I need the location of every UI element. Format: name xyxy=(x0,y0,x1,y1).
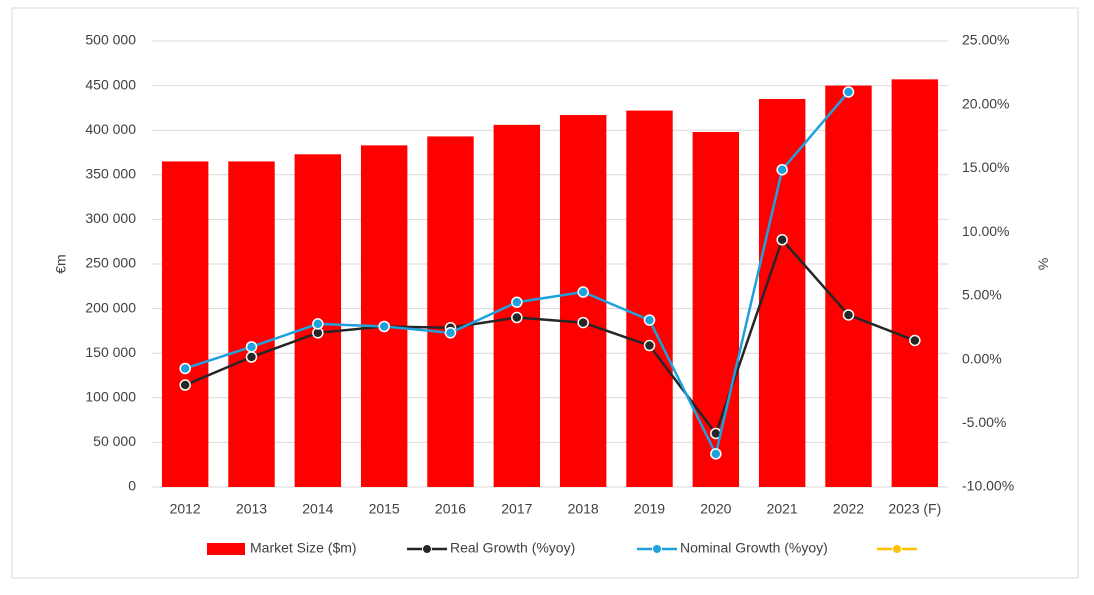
line-marker xyxy=(710,448,722,460)
y-tick-label: 0 xyxy=(128,478,136,494)
x-tick-label: 2021 xyxy=(767,501,798,517)
y-tick-label: 300 000 xyxy=(85,210,136,226)
line-marker xyxy=(245,341,258,353)
y-tick-label: 200 000 xyxy=(85,299,136,315)
x-tick-label: 2018 xyxy=(568,501,599,517)
y-tick-label: 250 000 xyxy=(85,255,136,271)
line-marker xyxy=(643,314,656,326)
line-marker xyxy=(842,309,855,321)
y2-tick-label: 0.00% xyxy=(962,350,1002,366)
line-marker xyxy=(245,351,258,363)
x-tick-label: 2014 xyxy=(302,501,333,517)
bar xyxy=(891,79,939,487)
line-marker xyxy=(179,362,191,375)
y-axis-label: €m xyxy=(53,254,69,273)
y2-tick-label: 5.00% xyxy=(962,287,1002,303)
bar xyxy=(427,136,474,487)
legend-marker xyxy=(422,544,432,554)
y2-tick-label: -10.00% xyxy=(962,478,1014,494)
x-tick-label: 2017 xyxy=(501,501,532,517)
line-marker xyxy=(577,316,589,329)
x-tick-label: 2015 xyxy=(369,501,400,517)
bar xyxy=(626,110,673,488)
legend-label: Nominal Growth (%yoy) xyxy=(680,540,828,556)
bar xyxy=(559,115,607,487)
line-marker xyxy=(577,286,589,298)
line-marker xyxy=(776,163,788,176)
line-marker xyxy=(179,379,191,391)
legend-label: Market Size ($m) xyxy=(250,540,357,556)
y2-tick-label: 20.00% xyxy=(962,95,1009,111)
x-tick-label: 2023 (F) xyxy=(888,501,941,517)
line xyxy=(184,237,916,437)
line-marker xyxy=(643,339,656,352)
line-marker xyxy=(909,334,921,347)
x-tick-label: 2020 xyxy=(700,501,731,517)
y2-tick-label: 25.00% xyxy=(962,32,1009,48)
y-tick-label: 150 000 xyxy=(85,344,136,360)
line-marker xyxy=(842,86,855,98)
y-tick-label: 350 000 xyxy=(85,166,136,182)
y-tick-label: 50 000 xyxy=(93,433,136,449)
y2-tick-label: 10.00% xyxy=(962,223,1009,239)
line-marker xyxy=(312,318,324,330)
line-marker xyxy=(776,234,788,246)
bar xyxy=(161,161,209,488)
bar xyxy=(228,161,275,488)
line-marker xyxy=(444,327,457,339)
x-tick-label: 2013 xyxy=(236,501,267,517)
y-tick-label: 500 000 xyxy=(85,32,136,48)
legend-marker xyxy=(652,544,662,554)
line-marker xyxy=(511,296,523,308)
y-tick-label: 400 000 xyxy=(85,121,136,137)
legend-swatch xyxy=(207,543,245,555)
x-tick-label: 2019 xyxy=(634,501,665,517)
y-tick-label: 450 000 xyxy=(85,76,136,92)
x-tick-label: 2012 xyxy=(170,501,201,517)
line-marker xyxy=(378,320,390,333)
legend-marker xyxy=(892,544,902,554)
x-tick-label: 2016 xyxy=(435,501,466,517)
y-tick-label: 100 000 xyxy=(85,389,136,405)
y2-tick-label: 15.00% xyxy=(962,159,1009,175)
legend-label: Real Growth (%yoy) xyxy=(450,540,575,556)
y2-tick-label: -5.00% xyxy=(962,414,1006,430)
line-marker xyxy=(511,311,523,324)
x-tick-label: 2022 xyxy=(833,501,864,517)
bar xyxy=(758,98,806,487)
bar xyxy=(360,145,408,487)
y2-axis-label: % xyxy=(1035,258,1051,270)
bar xyxy=(825,85,872,487)
